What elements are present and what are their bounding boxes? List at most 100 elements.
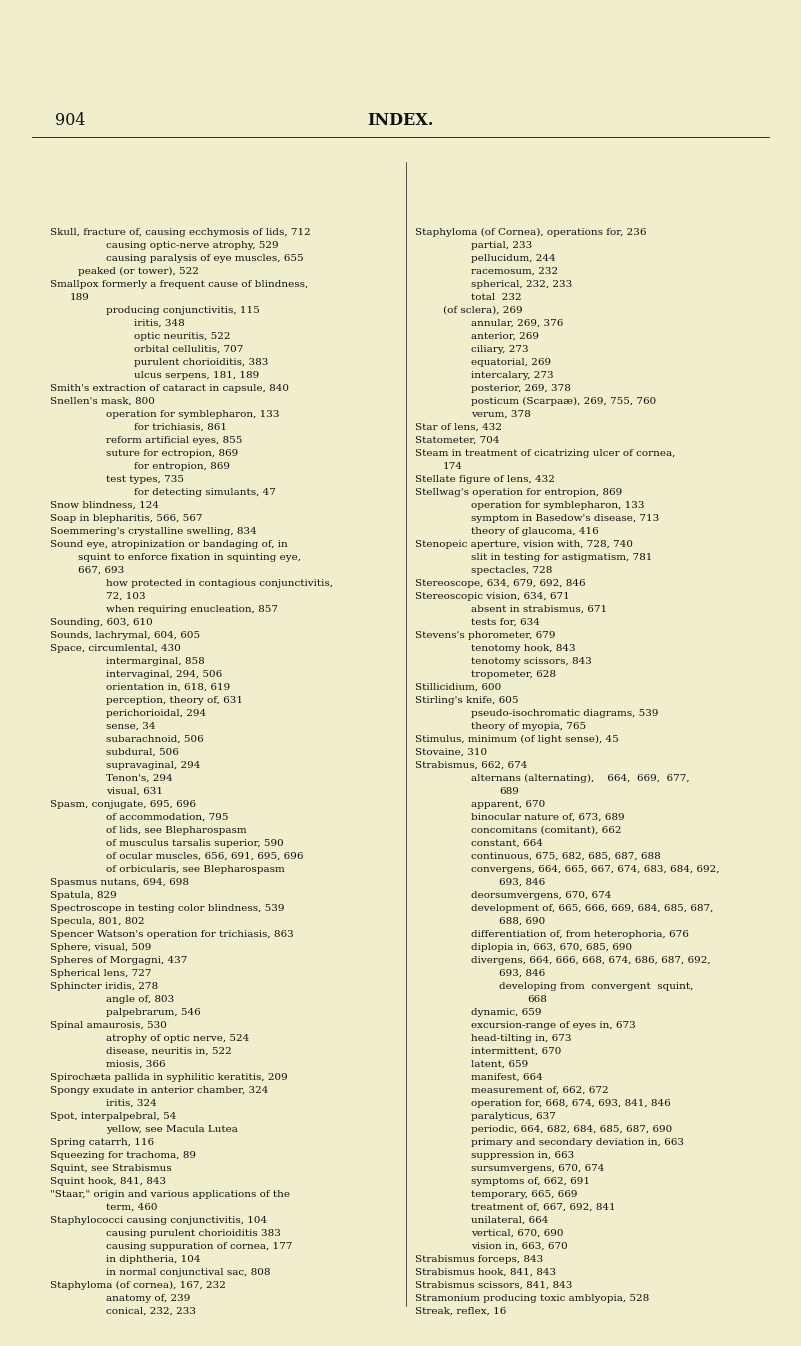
Text: vertical, 670, 690: vertical, 670, 690	[471, 1229, 563, 1238]
Text: differentiation of, from heterophoria, 676: differentiation of, from heterophoria, 6…	[471, 930, 689, 940]
Text: Spot, interpalpebral, 54: Spot, interpalpebral, 54	[50, 1112, 176, 1121]
Text: theory of myopia, 765: theory of myopia, 765	[471, 721, 586, 731]
Text: divergens, 664, 666, 668, 674, 686, 687, 692,: divergens, 664, 666, 668, 674, 686, 687,…	[471, 956, 710, 965]
Text: constant, 664: constant, 664	[471, 839, 543, 848]
Text: alternans (alternating),    664,  669,  677,: alternans (alternating), 664, 669, 677,	[471, 774, 690, 783]
Text: of musculus tarsalis superior, 590: of musculus tarsalis superior, 590	[106, 839, 284, 848]
Text: posticum (Scarpaæ), 269, 755, 760: posticum (Scarpaæ), 269, 755, 760	[471, 397, 656, 406]
Text: tropometer, 628: tropometer, 628	[471, 670, 556, 678]
Text: periodic, 664, 682, 684, 685, 687, 690: periodic, 664, 682, 684, 685, 687, 690	[471, 1125, 672, 1133]
Text: Spring catarrh, 116: Spring catarrh, 116	[50, 1137, 154, 1147]
Text: partial, 233: partial, 233	[471, 241, 532, 250]
Text: head-tilting in, 673: head-tilting in, 673	[471, 1034, 571, 1043]
Text: Sphincter iridis, 278: Sphincter iridis, 278	[50, 983, 158, 991]
Text: annular, 269, 376: annular, 269, 376	[471, 319, 563, 328]
Text: Sounds, lachrymal, 604, 605: Sounds, lachrymal, 604, 605	[50, 631, 200, 639]
Text: theory of glaucoma, 416: theory of glaucoma, 416	[471, 528, 599, 536]
Text: Sound eye, atropinization or bandaging of, in: Sound eye, atropinization or bandaging o…	[50, 540, 288, 549]
Text: when requiring enucleation, 857: when requiring enucleation, 857	[106, 604, 278, 614]
Text: spherical, 232, 233: spherical, 232, 233	[471, 280, 572, 289]
Text: Strabismus scissors, 841, 843: Strabismus scissors, 841, 843	[415, 1281, 573, 1289]
Text: 688, 690: 688, 690	[499, 917, 545, 926]
Text: INDEX.: INDEX.	[367, 112, 433, 129]
Text: 693, 846: 693, 846	[499, 969, 545, 979]
Text: Specula, 801, 802: Specula, 801, 802	[50, 917, 145, 926]
Text: angle of, 803: angle of, 803	[106, 995, 175, 1004]
Text: 693, 846: 693, 846	[499, 878, 545, 887]
Text: manifest, 664: manifest, 664	[471, 1073, 543, 1082]
Text: Stramonium producing toxic amblyopia, 528: Stramonium producing toxic amblyopia, 52…	[415, 1294, 650, 1303]
Text: palpebrarum, 546: palpebrarum, 546	[106, 1008, 201, 1018]
Text: for entropion, 869: for entropion, 869	[134, 462, 230, 471]
Text: subdural, 506: subdural, 506	[106, 748, 179, 756]
Text: continuous, 675, 682, 685, 687, 688: continuous, 675, 682, 685, 687, 688	[471, 852, 661, 861]
Text: operation for symblepharon, 133: operation for symblepharon, 133	[106, 411, 280, 419]
Text: Spasm, conjugate, 695, 696: Spasm, conjugate, 695, 696	[50, 800, 196, 809]
Text: "Staar," origin and various applications of the: "Staar," origin and various applications…	[50, 1190, 290, 1199]
Text: for detecting simulants, 47: for detecting simulants, 47	[134, 489, 276, 497]
Text: treatment of, 667, 692, 841: treatment of, 667, 692, 841	[471, 1203, 616, 1211]
Text: temporary, 665, 669: temporary, 665, 669	[471, 1190, 578, 1199]
Text: Strabismus forceps, 843: Strabismus forceps, 843	[415, 1254, 543, 1264]
Text: causing purulent chorioiditis 383: causing purulent chorioiditis 383	[106, 1229, 281, 1238]
Text: Stereoscope, 634, 679, 692, 846: Stereoscope, 634, 679, 692, 846	[415, 579, 586, 588]
Text: Staphyloma (of cornea), 167, 232: Staphyloma (of cornea), 167, 232	[50, 1281, 226, 1289]
Text: Stillicidium, 600: Stillicidium, 600	[415, 682, 501, 692]
Text: orientation in, 618, 619: orientation in, 618, 619	[106, 682, 230, 692]
Text: convergens, 664, 665, 667, 674, 683, 684, 692,: convergens, 664, 665, 667, 674, 683, 684…	[471, 865, 719, 874]
Text: causing suppuration of cornea, 177: causing suppuration of cornea, 177	[106, 1242, 292, 1250]
Text: in normal conjunctival sac, 808: in normal conjunctival sac, 808	[106, 1268, 271, 1277]
Text: of lids, see Blepharospasm: of lids, see Blepharospasm	[106, 826, 247, 835]
Text: total  232: total 232	[471, 293, 521, 302]
Text: atrophy of optic nerve, 524: atrophy of optic nerve, 524	[106, 1034, 249, 1043]
Text: in diphtheria, 104: in diphtheria, 104	[106, 1254, 200, 1264]
Text: Spongy exudate in anterior chamber, 324: Spongy exudate in anterior chamber, 324	[50, 1086, 268, 1096]
Text: operation for symblepharon, 133: operation for symblepharon, 133	[471, 501, 645, 510]
Text: test types, 735: test types, 735	[106, 475, 184, 485]
Text: Stenopeic aperture, vision with, 728, 740: Stenopeic aperture, vision with, 728, 74…	[415, 540, 633, 549]
Text: racemosum, 232: racemosum, 232	[471, 267, 558, 276]
Text: Spatula, 829: Spatula, 829	[50, 891, 117, 900]
Text: Staphylococci causing conjunctivitis, 104: Staphylococci causing conjunctivitis, 10…	[50, 1215, 267, 1225]
Text: 174: 174	[443, 462, 463, 471]
Text: Squeezing for trachoma, 89: Squeezing for trachoma, 89	[50, 1151, 196, 1160]
Text: Spirochæta pallida in syphilitic keratitis, 209: Spirochæta pallida in syphilitic keratit…	[50, 1073, 288, 1082]
Text: 904: 904	[55, 112, 86, 129]
Text: developing from  convergent  squint,: developing from convergent squint,	[499, 983, 694, 991]
Text: Stevens's phorometer, 679: Stevens's phorometer, 679	[415, 631, 556, 639]
Text: pellucidum, 244: pellucidum, 244	[471, 254, 556, 262]
Text: paralyticus, 637: paralyticus, 637	[471, 1112, 556, 1121]
Text: supravaginal, 294: supravaginal, 294	[106, 760, 200, 770]
Text: of accommodation, 795: of accommodation, 795	[106, 813, 228, 822]
Text: Smallpox formerly a frequent cause of blindness,: Smallpox formerly a frequent cause of bl…	[50, 280, 308, 289]
Text: sursumvergens, 670, 674: sursumvergens, 670, 674	[471, 1164, 605, 1172]
Text: Squint hook, 841, 843: Squint hook, 841, 843	[50, 1176, 166, 1186]
Text: Sphere, visual, 509: Sphere, visual, 509	[50, 944, 151, 952]
Text: yellow, see Macula Lutea: yellow, see Macula Lutea	[106, 1125, 238, 1133]
Text: tests for, 634: tests for, 634	[471, 618, 540, 627]
Text: Statometer, 704: Statometer, 704	[415, 436, 500, 446]
Text: suture for ectropion, 869: suture for ectropion, 869	[106, 450, 238, 458]
Text: verum, 378: verum, 378	[471, 411, 531, 419]
Text: Streak, reflex, 16: Streak, reflex, 16	[415, 1307, 506, 1316]
Text: how protected in contagious conjunctivitis,: how protected in contagious conjunctivit…	[106, 579, 333, 588]
Text: Smith's extraction of cataract in capsule, 840: Smith's extraction of cataract in capsul…	[50, 384, 289, 393]
Text: miosis, 366: miosis, 366	[106, 1061, 166, 1069]
Text: Spasmus nutans, 694, 698: Spasmus nutans, 694, 698	[50, 878, 189, 887]
Text: vision in, 663, 670: vision in, 663, 670	[471, 1242, 568, 1250]
Text: (of sclera), 269: (of sclera), 269	[443, 306, 522, 315]
Text: 668: 668	[527, 995, 547, 1004]
Text: 689: 689	[499, 787, 519, 795]
Text: pseudo-isochromatic diagrams, 539: pseudo-isochromatic diagrams, 539	[471, 709, 658, 717]
Text: binocular nature of, 673, 689: binocular nature of, 673, 689	[471, 813, 625, 822]
Text: Staphyloma (of Cornea), operations for, 236: Staphyloma (of Cornea), operations for, …	[415, 227, 646, 237]
Text: measurement of, 662, 672: measurement of, 662, 672	[471, 1086, 609, 1096]
Text: dynamic, 659: dynamic, 659	[471, 1008, 541, 1018]
Text: diplopia in, 663, 670, 685, 690: diplopia in, 663, 670, 685, 690	[471, 944, 632, 952]
Text: symptom in Basedow's disease, 713: symptom in Basedow's disease, 713	[471, 514, 659, 524]
Text: slit in testing for astigmatism, 781: slit in testing for astigmatism, 781	[471, 553, 652, 563]
Text: anterior, 269: anterior, 269	[471, 332, 539, 341]
Text: Tenon's, 294: Tenon's, 294	[106, 774, 173, 783]
Text: iritis, 324: iritis, 324	[106, 1098, 157, 1108]
Text: visual, 631: visual, 631	[106, 787, 163, 795]
